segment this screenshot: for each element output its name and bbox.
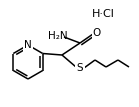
Text: N: N	[24, 40, 32, 50]
Text: H·Cl: H·Cl	[92, 9, 114, 19]
Text: O: O	[93, 28, 101, 38]
Text: H₂N: H₂N	[48, 31, 68, 41]
Text: S: S	[77, 63, 83, 73]
